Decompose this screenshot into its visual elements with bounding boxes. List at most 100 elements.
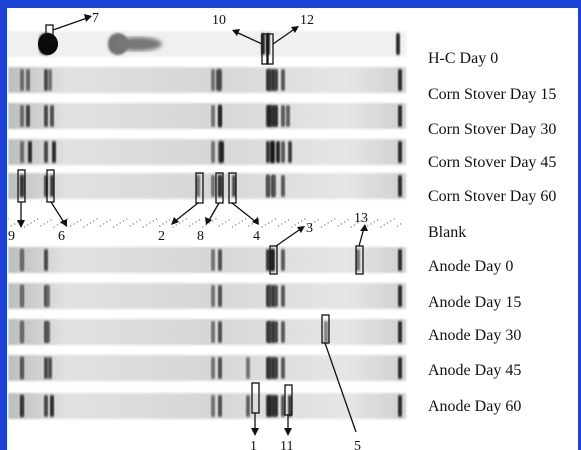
lane-label-anode-day-0: Anode Day 0 [428,258,514,275]
blank-lane-speck [238,222,240,224]
blank-lane-speck [53,226,55,228]
gel-band [281,249,285,271]
blank-lane-speck [353,224,356,226]
gel-band [50,175,54,197]
blank-lane-speck [172,226,174,228]
blank-lane-speck [343,221,346,223]
blank-lane-speck [136,221,138,223]
blank-lane-speck [337,225,339,227]
gel-band [46,321,50,343]
blank-lane-speck [60,222,62,224]
gel-band [281,175,285,197]
gel-band [396,33,400,55]
blank-lane-speck [386,222,389,224]
blank-lane-speck [40,225,42,227]
gel-band [281,105,285,127]
blank-lane-speck [8,218,9,220]
gel-smear [114,37,162,51]
blank-lane-speck [129,225,131,227]
blank-lane-speck [340,223,342,225]
gel-band [26,69,30,91]
gel-band [44,175,48,197]
gel-band [211,249,215,271]
gel-band [232,175,236,197]
lane-label-corn-stover-day-60: Corn Stover Day 60 [428,188,557,205]
lane-label-anode-day-30: Anode Day 30 [428,327,522,344]
blank-lane-speck [182,220,184,222]
gel-lane [8,173,406,199]
gel-band [216,69,220,91]
lane-label-anode-day-45: Anode Day 45 [428,362,522,379]
blank-lane-speck [159,225,161,227]
gel-band [398,175,402,197]
blank-lane-speck [109,219,112,221]
gel-band [20,105,24,127]
blank-lane-speck [254,221,257,223]
gel-band [398,249,402,271]
blank-lane-speck [251,223,253,225]
blank-lane-speck [192,223,194,225]
gel-band [266,249,270,271]
blank-lane-speck [271,220,273,222]
blank-lane-speck [122,220,125,222]
blank-lane-speck [56,224,59,226]
blank-lane-speck [261,226,263,228]
gel-lane [8,355,406,381]
gel-band [20,321,24,343]
gel-band [274,395,278,417]
gel-band [218,357,222,379]
blank-lane-speck [320,226,323,228]
gel-lane [8,283,406,309]
blank-lane-speck [310,223,313,225]
blank-lane-speck [70,225,72,227]
gel-band [281,69,285,91]
gel-band [211,395,215,417]
gel-lane [8,103,406,129]
gel-band [398,321,402,343]
gel-band [211,321,215,343]
gel-band [211,285,215,307]
blank-lane-speck [27,224,29,226]
gel-band [398,285,402,307]
blank-lane-speck [79,219,82,221]
gel-band [20,175,24,197]
blank-lane-speck [274,218,276,220]
blank-lane-speck [195,221,197,223]
gel-band [270,141,274,163]
gel-lane [8,319,406,345]
blank-lane-speck [324,224,326,226]
gel-band [274,357,278,379]
gel-band [268,357,272,379]
blank-lane-speck [86,224,88,226]
gel-lane [8,67,406,93]
gel-lane [8,393,406,419]
blank-lane-speck [116,224,118,226]
blank-lane-speck [376,219,379,221]
blank-lane-speck [317,219,319,221]
blank-lane-speck [244,218,247,220]
blank-lane-speck [268,222,270,224]
gel-band [20,141,24,163]
blank-lane-speck [20,219,22,221]
lane-label-anode-day-15: Anode Day 15 [428,294,522,311]
gel-band [44,141,48,163]
blank-lane-speck [33,220,36,222]
gel-band [286,105,290,127]
gel-band [211,69,215,91]
gel-band [218,285,222,307]
gel-band [268,105,272,127]
blank-lane-speck [281,223,283,225]
gel-band [44,105,48,127]
blank-lane-speck [43,223,45,225]
blank-lane-speck [149,222,151,224]
blank-lane-speck [178,222,181,224]
gel-band [281,141,285,163]
blank-lane-speck [10,225,12,227]
gel-band [288,395,292,417]
blank-lane-speck [218,225,220,227]
blank-lane-speck [205,224,207,226]
blank-lane-speck [93,220,95,222]
blank-lane-speck [297,222,300,224]
blank-lane-speck [284,221,286,223]
